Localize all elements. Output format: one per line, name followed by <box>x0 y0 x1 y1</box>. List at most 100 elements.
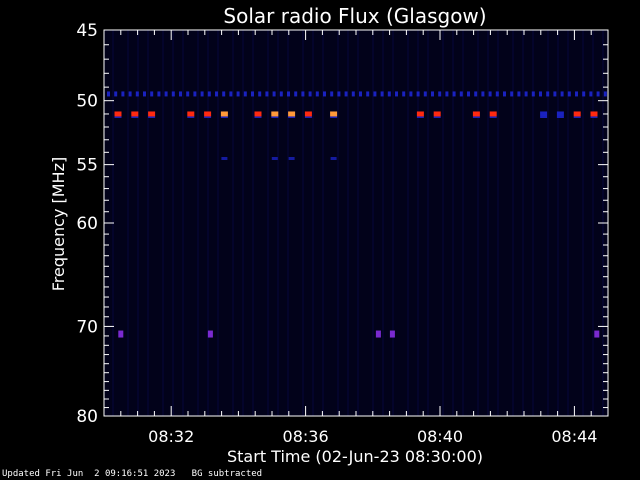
background-column <box>277 30 279 416</box>
background-column <box>407 30 409 416</box>
burst-mark <box>330 111 338 117</box>
background-column <box>267 30 269 416</box>
band-segment <box>452 91 456 97</box>
band-segment <box>215 91 218 97</box>
band-segment <box>301 91 305 97</box>
y-tick-label: 70 <box>76 317 98 337</box>
band-segment <box>582 91 586 97</box>
band-segment <box>308 91 312 97</box>
band-segment <box>251 91 254 97</box>
band-segment <box>193 91 197 97</box>
burst-mark <box>375 330 381 338</box>
burst-mark <box>330 156 337 160</box>
band-segment <box>517 91 521 97</box>
background-column <box>127 30 129 416</box>
background-column <box>232 30 234 416</box>
background-column <box>497 30 499 416</box>
band-segment <box>589 91 593 97</box>
y-tick-label: 50 <box>76 92 98 112</box>
burst-mark <box>187 111 195 117</box>
burst-mark-edge <box>556 116 564 118</box>
burst-mark <box>114 111 122 117</box>
burst-mark-edge <box>204 116 212 118</box>
band-segment <box>200 91 204 97</box>
background-column <box>487 30 489 416</box>
band-segment <box>546 91 550 97</box>
background-column <box>287 30 289 416</box>
band-segment <box>207 91 211 97</box>
x-tick-label: 08:40 <box>417 427 463 446</box>
x-tick-label: 08:36 <box>283 427 329 446</box>
burst-mark-edge <box>304 116 312 118</box>
band-segment <box>431 91 434 97</box>
background-column <box>557 30 559 416</box>
band-segment <box>402 91 406 97</box>
x-tick-label: 08:44 <box>551 427 597 446</box>
background-column <box>357 30 359 416</box>
band-segment <box>380 91 384 97</box>
burst-mark <box>288 111 296 117</box>
burst-mark-edge <box>271 116 279 118</box>
band-segment <box>107 91 110 97</box>
band-segment <box>495 91 499 97</box>
band-segment <box>531 91 535 97</box>
band-segment <box>135 91 139 97</box>
band-segment <box>157 91 161 97</box>
band-segment <box>128 91 132 97</box>
band-segment <box>150 91 154 97</box>
burst-mark <box>594 330 600 338</box>
band-segment <box>272 91 276 97</box>
background-column <box>182 30 184 416</box>
band-segment <box>236 91 240 97</box>
burst-mark <box>271 156 278 160</box>
band-segment <box>359 91 362 97</box>
band-segment <box>294 91 298 97</box>
band-segment <box>488 91 492 97</box>
burst-mark-edge <box>148 116 156 118</box>
band-segment <box>229 91 233 97</box>
burst-mark-edge <box>131 116 139 118</box>
band-segment <box>279 91 283 97</box>
band-segment <box>395 91 398 97</box>
band-segment <box>445 91 449 97</box>
burst-mark <box>207 330 213 338</box>
background-column <box>442 30 444 416</box>
burst-mark-edge <box>472 116 480 118</box>
background-column <box>207 30 209 416</box>
burst-mark <box>389 330 395 338</box>
background-column <box>252 30 254 416</box>
emission-features <box>107 91 607 338</box>
band-segment <box>114 91 118 97</box>
band-segment <box>222 91 226 97</box>
background-column <box>302 30 304 416</box>
burst-mark-edge <box>416 116 424 118</box>
background-column <box>312 30 314 416</box>
burst-mark <box>573 111 581 117</box>
y-tick-label: 60 <box>76 214 98 234</box>
background-column <box>532 30 534 416</box>
background-column <box>512 30 514 416</box>
band-segment <box>603 91 607 97</box>
band-segment <box>438 91 442 97</box>
band-segment <box>323 91 326 97</box>
burst-mark <box>221 156 228 160</box>
background-column <box>592 30 594 416</box>
background-column <box>242 30 244 416</box>
band-segment <box>164 91 168 97</box>
band-segment <box>337 91 341 97</box>
band-segment <box>409 91 413 97</box>
burst-mark-edge <box>540 116 548 118</box>
background-column <box>582 30 584 416</box>
band-segment <box>258 91 262 97</box>
band-segment <box>423 91 427 97</box>
band-segment <box>265 91 269 97</box>
background-column <box>217 30 219 416</box>
band-segment <box>387 91 391 97</box>
background-column <box>322 30 324 416</box>
band-segment <box>539 91 542 97</box>
burst-mark-edge <box>288 116 296 118</box>
burst-mark <box>489 111 497 117</box>
band-segment <box>121 91 125 97</box>
band-segment <box>243 91 247 97</box>
